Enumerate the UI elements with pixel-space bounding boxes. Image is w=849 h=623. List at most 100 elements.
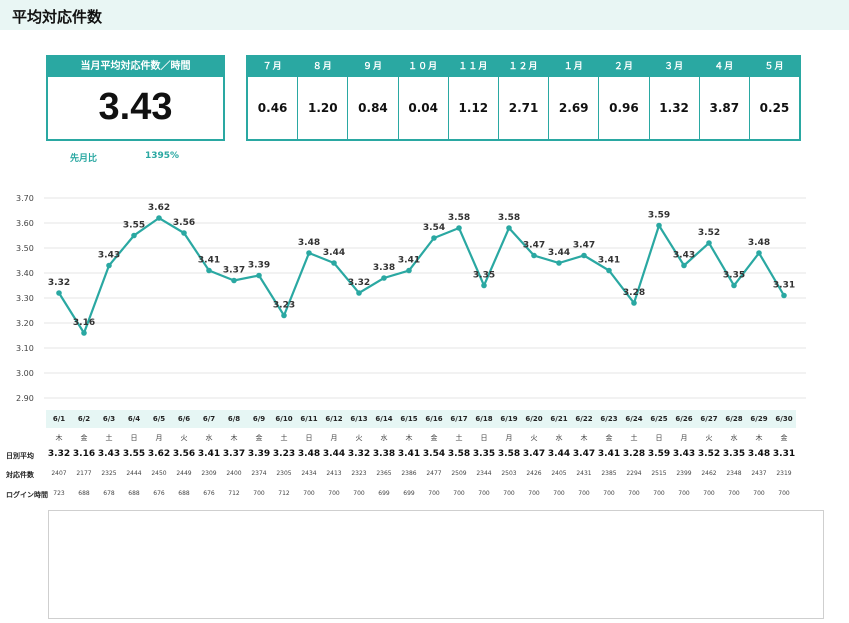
month-header: １２月 bbox=[498, 57, 549, 77]
data-label: 3.32 bbox=[348, 278, 370, 288]
daily-average-cell: 3.44 bbox=[322, 449, 346, 459]
data-label: 3.31 bbox=[773, 281, 795, 291]
date-cell: 6/19 bbox=[500, 415, 518, 423]
y-tick-label: 3.20 bbox=[16, 319, 34, 328]
date-cell: 6/13 bbox=[350, 415, 368, 423]
weekday-cell: 土 bbox=[105, 434, 113, 442]
date-cell: 6/3 bbox=[102, 415, 116, 423]
weekday-cell: 金 bbox=[255, 434, 263, 442]
series-line bbox=[58, 216, 785, 336]
daily-average-cell: 3.32 bbox=[347, 449, 371, 459]
login-cell: 700 bbox=[478, 490, 490, 497]
y-tick-label: 3.60 bbox=[16, 219, 34, 228]
login-cell: 699 bbox=[403, 490, 415, 497]
month-value: 3.87 bbox=[709, 101, 740, 115]
y-tick-label: 3.50 bbox=[16, 244, 34, 253]
login-cell: 700 bbox=[703, 490, 715, 497]
date-cell: 6/17 bbox=[450, 415, 468, 423]
date-cell: 6/20 bbox=[525, 415, 543, 423]
data-point bbox=[231, 277, 237, 284]
daily-average-cell: 3.41 bbox=[197, 449, 221, 459]
kpi-label: 当月平均対応件数／時間 bbox=[48, 57, 223, 77]
y-tick-label: 3.70 bbox=[16, 194, 34, 203]
data-label: 3.59 bbox=[648, 211, 670, 221]
login-cell: 723 bbox=[53, 490, 65, 497]
daily-average-cell: 3.37 bbox=[222, 449, 246, 459]
date-cell: 6/26 bbox=[675, 415, 693, 423]
data-label: 3.43 bbox=[98, 251, 120, 261]
month-cell: ７月 0.46 bbox=[248, 57, 299, 139]
weekday-cell: 木 bbox=[230, 434, 238, 442]
date-cell: 6/1 bbox=[52, 415, 66, 423]
data-label: 3.35 bbox=[723, 271, 745, 281]
data-point bbox=[381, 275, 387, 281]
date-cell: 6/27 bbox=[700, 415, 718, 423]
daily-average-cell: 3.54 bbox=[422, 449, 446, 459]
y-tick-label: 3.10 bbox=[16, 344, 34, 353]
weekday-cell: 土 bbox=[280, 434, 288, 442]
weekday-cell: 水 bbox=[205, 434, 213, 442]
login-cell: 700 bbox=[428, 490, 440, 497]
login-cell: 688 bbox=[128, 490, 140, 497]
daily-average-cell: 3.43 bbox=[672, 449, 696, 459]
data-point bbox=[756, 250, 762, 256]
weekday-row: 木金土日月火水木金土日月火水木金土日月火水木金土日月火水木金 bbox=[0, 429, 849, 445]
count-cell: 2450 bbox=[151, 470, 167, 477]
count-cell: 2309 bbox=[201, 470, 217, 477]
weekday-cell: 日 bbox=[655, 434, 663, 442]
date-cell: 6/8 bbox=[227, 415, 241, 423]
month-value: 0.96 bbox=[609, 101, 639, 115]
data-label: 3.58 bbox=[498, 213, 520, 223]
count-cell: 2444 bbox=[126, 470, 142, 477]
month-cell: ９月 0.84 bbox=[348, 57, 399, 139]
count-row: 対応件数 2407 2177 2325 2444 2450 2449 2309 2400 237… bbox=[0, 466, 849, 482]
data-point bbox=[256, 272, 262, 279]
date-cell: 6/15 bbox=[400, 415, 418, 423]
weekday-cell: 土 bbox=[455, 434, 463, 442]
daily-average-cell: 3.43 bbox=[97, 449, 121, 459]
count-cell: 2462 bbox=[701, 470, 717, 477]
login-cell: 688 bbox=[178, 490, 190, 497]
month-cell: １１月 1.12 bbox=[448, 57, 499, 139]
data-label: 3.56 bbox=[173, 218, 195, 228]
data-point bbox=[606, 267, 612, 274]
data-label: 3.48 bbox=[748, 238, 770, 248]
login-cell: 712 bbox=[228, 490, 240, 497]
page-title: 平均対応件数 bbox=[12, 8, 103, 26]
weekday-cell: 木 bbox=[55, 434, 63, 442]
weekday-cell: 日 bbox=[480, 434, 488, 442]
count-cell: 2348 bbox=[726, 470, 742, 477]
count-cell: 2515 bbox=[651, 470, 667, 477]
data-point bbox=[106, 262, 112, 269]
y-tick-label: 3.00 bbox=[16, 369, 34, 378]
count-cell: 2477 bbox=[426, 470, 442, 477]
data-label: 3.41 bbox=[198, 256, 220, 266]
date-cell: 6/18 bbox=[475, 415, 493, 423]
date-cell: 6/21 bbox=[550, 415, 568, 423]
data-point bbox=[531, 252, 537, 259]
daily-average-cell: 3.58 bbox=[447, 449, 471, 459]
month-value: 1.12 bbox=[458, 101, 489, 115]
weekday-cell: 月 bbox=[155, 434, 163, 442]
weekday-cell: 水 bbox=[380, 434, 388, 442]
count-cell: 2325 bbox=[101, 470, 117, 477]
data-point bbox=[556, 260, 562, 266]
count-cell: 2305 bbox=[276, 470, 292, 477]
data-point bbox=[781, 292, 787, 299]
data-point bbox=[281, 312, 287, 319]
weekday-cell: 月 bbox=[505, 434, 513, 442]
row-label-daily-avg: 日別平均 bbox=[6, 452, 34, 460]
date-cell: 6/28 bbox=[725, 415, 743, 423]
date-cell: 6/2 bbox=[77, 415, 91, 423]
count-cell: 2386 bbox=[401, 470, 417, 477]
data-point bbox=[706, 240, 712, 246]
y-tick-label: 3.40 bbox=[16, 269, 34, 278]
data-point bbox=[481, 282, 487, 289]
date-cell: 6/10 bbox=[275, 415, 293, 423]
month-header: １月 bbox=[549, 57, 599, 77]
weekday-cell: 火 bbox=[530, 434, 538, 442]
kpi-value: 3.43 bbox=[98, 86, 173, 128]
data-point bbox=[656, 222, 662, 229]
row-label-login: ログイン時間 bbox=[6, 491, 48, 499]
data-point bbox=[206, 267, 212, 274]
